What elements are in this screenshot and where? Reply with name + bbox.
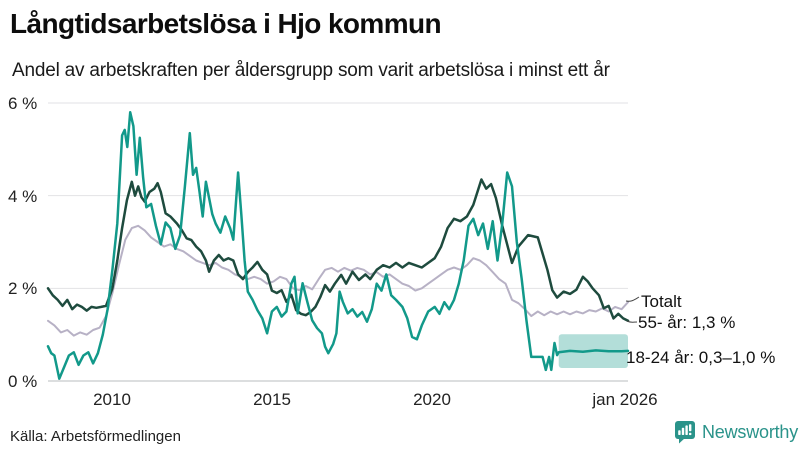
annotation-55: 55- år: 1,3 % xyxy=(638,313,736,332)
y-tick-2: 2 % xyxy=(8,279,38,298)
x-tick-jan-2026: jan 2026 xyxy=(592,390,658,409)
leader-line-total xyxy=(625,296,640,302)
x-tick-2020: 2020 xyxy=(413,390,451,409)
source-credit: Källa: Arbetsförmedlingen xyxy=(10,428,181,445)
x-tick-2015: 2015 xyxy=(253,390,291,409)
page-subtitle: Andel av arbetskraften per åldersgrupp s… xyxy=(12,60,610,81)
y-tick-0: 0 % xyxy=(8,372,38,391)
series-line-18-24-r xyxy=(46,111,630,380)
y-tick-4: 4 % xyxy=(8,187,38,206)
series-line-totalt xyxy=(47,224,629,337)
leader-line-55 xyxy=(626,320,638,323)
annotation-18-24: 18-24 år: 0,3–1,0 % xyxy=(626,348,776,367)
newsworthy-brand[interactable]: Newsworthy xyxy=(674,420,798,444)
brand-name: Newsworthy xyxy=(702,421,799,442)
newsworthy-logo-icon xyxy=(675,421,695,444)
annotation-total: Totalt xyxy=(641,292,682,311)
page-title: Långtidsarbetslösa i Hjo kommun xyxy=(10,8,442,39)
x-tick-2010: 2010 xyxy=(93,390,131,409)
y-tick-6: 6 % xyxy=(8,94,38,113)
